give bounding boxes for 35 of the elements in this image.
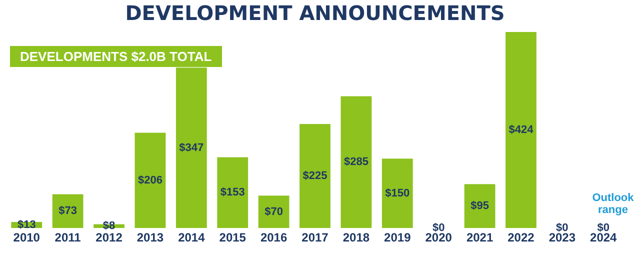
x-tick-label: 2019	[384, 230, 412, 244]
bar	[464, 184, 496, 228]
data-label: $95	[470, 200, 489, 212]
bar	[506, 32, 536, 228]
bar	[258, 196, 290, 228]
annotation: Outlook range	[591, 192, 635, 216]
data-label: $13	[17, 218, 36, 231]
data-label: $347	[179, 142, 204, 154]
x-tick-label: 2017	[302, 230, 329, 244]
data-label: $424	[508, 124, 534, 136]
x-tick-label: 2022	[508, 230, 535, 244]
x-tick-label: 2015	[219, 230, 246, 244]
data-label: $225	[302, 170, 328, 182]
bar	[382, 158, 413, 228]
annotation: DEVELOPMENTS $2.0B TOTAL	[10, 46, 222, 67]
data-label: $206	[138, 174, 162, 186]
x-tick-label: 2012	[96, 230, 123, 244]
x-tick-label: 2013	[136, 230, 164, 244]
data-label: $73	[58, 205, 78, 218]
data-label: $70	[264, 206, 283, 218]
bar	[300, 124, 330, 228]
chart-title: DEVELOPMENT ANNOUNCEMENTS	[125, 1, 505, 25]
x-tick-label: 2018	[342, 230, 370, 244]
x-tick-label: 2016	[260, 230, 288, 244]
data-label: $285	[344, 156, 368, 168]
bar	[52, 194, 84, 228]
x-tick-label: 2010	[13, 230, 40, 244]
data-label: $153	[220, 186, 245, 199]
x-tick-label: 2021	[466, 230, 494, 244]
x-tick-label: 2011	[54, 230, 82, 244]
bar	[134, 132, 166, 228]
bar	[217, 157, 248, 228]
bar	[340, 96, 372, 228]
data-label: $150	[385, 187, 410, 200]
x-tick-label: 2014	[178, 230, 206, 244]
